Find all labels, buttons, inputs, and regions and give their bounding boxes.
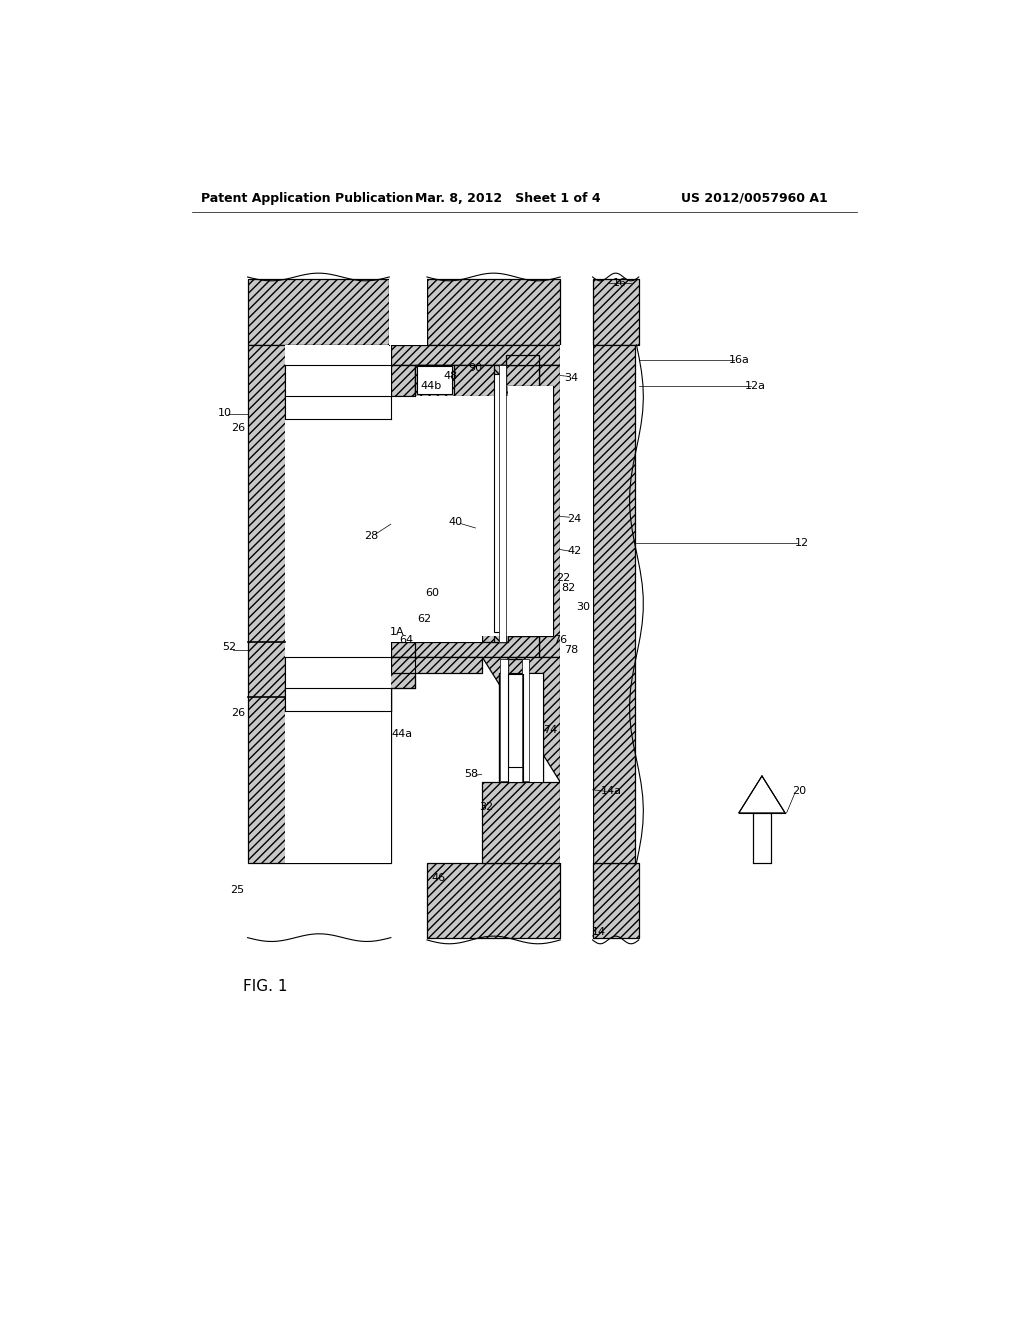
Polygon shape (539, 364, 560, 657)
Polygon shape (508, 385, 539, 636)
Polygon shape (508, 767, 523, 781)
Polygon shape (499, 673, 544, 781)
Text: 12: 12 (795, 539, 809, 548)
Polygon shape (391, 364, 560, 657)
Text: 32: 32 (479, 801, 494, 812)
Text: 20: 20 (792, 787, 806, 796)
Polygon shape (286, 367, 389, 395)
Polygon shape (521, 659, 529, 780)
Text: 26: 26 (231, 422, 246, 433)
Text: 42: 42 (567, 546, 582, 556)
Polygon shape (416, 396, 481, 642)
Polygon shape (494, 364, 506, 642)
Text: 40: 40 (449, 517, 463, 527)
Text: FIG. 1: FIG. 1 (243, 978, 288, 994)
Polygon shape (560, 345, 593, 863)
Text: 14: 14 (592, 927, 606, 937)
Polygon shape (391, 657, 481, 673)
Polygon shape (506, 355, 539, 364)
Polygon shape (593, 863, 639, 937)
Polygon shape (739, 776, 785, 813)
Polygon shape (753, 813, 771, 863)
Text: 16a: 16a (728, 355, 750, 366)
Polygon shape (417, 367, 453, 395)
Text: 22: 22 (556, 573, 570, 583)
Text: Patent Application Publication: Patent Application Publication (202, 191, 414, 205)
Text: 52: 52 (222, 643, 237, 652)
Text: 76: 76 (553, 635, 567, 644)
Text: Mar. 8, 2012   Sheet 1 of 4: Mar. 8, 2012 Sheet 1 of 4 (415, 191, 601, 205)
Polygon shape (593, 345, 635, 863)
Text: 64: 64 (399, 635, 414, 644)
Text: 44a: 44a (391, 730, 413, 739)
Text: 12a: 12a (745, 380, 766, 391)
Polygon shape (481, 385, 539, 642)
Polygon shape (286, 659, 389, 686)
Polygon shape (286, 689, 389, 710)
Polygon shape (285, 364, 416, 418)
Polygon shape (248, 345, 391, 863)
Text: 78: 78 (564, 644, 579, 655)
Text: 24: 24 (567, 513, 582, 524)
Text: 74: 74 (543, 725, 557, 735)
Polygon shape (416, 364, 454, 396)
Polygon shape (593, 280, 639, 345)
Text: 48: 48 (443, 371, 458, 380)
Polygon shape (416, 364, 539, 657)
Text: 10: 10 (217, 408, 231, 417)
Polygon shape (481, 657, 560, 863)
Polygon shape (481, 396, 508, 636)
Text: 28: 28 (364, 531, 378, 541)
Text: 14a: 14a (601, 787, 623, 796)
Polygon shape (427, 280, 560, 345)
Polygon shape (391, 345, 560, 364)
Polygon shape (508, 675, 523, 767)
Polygon shape (391, 396, 416, 642)
Polygon shape (285, 345, 391, 863)
Text: US 2012/0057960 A1: US 2012/0057960 A1 (681, 191, 827, 205)
Text: 30: 30 (577, 602, 590, 611)
Polygon shape (389, 280, 427, 345)
Text: 90: 90 (468, 363, 482, 372)
Text: 82: 82 (561, 583, 575, 593)
Text: 62: 62 (418, 614, 432, 624)
Text: 46: 46 (431, 874, 445, 883)
Polygon shape (499, 364, 506, 642)
Polygon shape (248, 280, 389, 345)
Polygon shape (500, 659, 508, 780)
Polygon shape (286, 397, 389, 417)
Polygon shape (508, 659, 523, 675)
Polygon shape (494, 374, 500, 632)
Polygon shape (539, 385, 553, 636)
Text: 44b: 44b (420, 381, 441, 391)
Text: 34: 34 (564, 372, 579, 383)
Text: 25: 25 (229, 884, 244, 895)
Text: 16: 16 (612, 279, 627, 288)
Polygon shape (285, 657, 416, 711)
Text: 58: 58 (464, 770, 478, 779)
Polygon shape (427, 863, 560, 937)
Text: 60: 60 (425, 589, 439, 598)
Text: 1A: 1A (390, 627, 404, 638)
Text: 26: 26 (231, 708, 246, 718)
